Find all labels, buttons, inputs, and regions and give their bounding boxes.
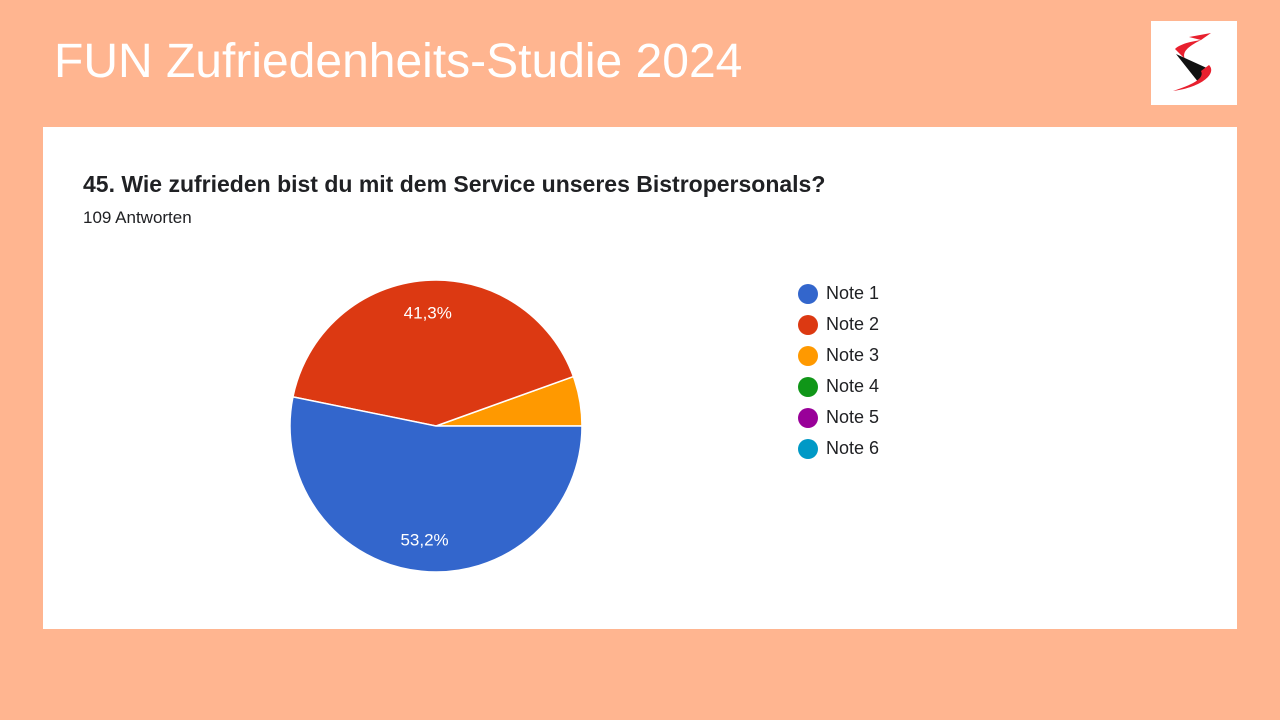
response-count: 109 Antworten — [83, 208, 192, 227]
legend-swatch — [798, 283, 818, 304]
legend-item: Note 4 — [798, 371, 879, 402]
legend-label: Note 2 — [826, 314, 880, 334]
chart-legend: Note 1 Note 2 Note 3 Note 4 Note 5 Note 6 — [798, 278, 879, 464]
legend-label: Note 4 — [826, 376, 880, 396]
legend-item: Note 3 — [798, 340, 879, 371]
pie-slice-note-2 — [292, 279, 575, 427]
slide-title: FUN Zufriedenheits-Studie 2024 — [54, 35, 743, 88]
legend-label: Note 1 — [826, 283, 880, 303]
legend-item: Note 2 — [798, 309, 879, 340]
question-title: 45. Wie zufrieden bist du mit dem Servic… — [83, 171, 826, 197]
brand-s-logo-icon — [1173, 33, 1212, 91]
legend-label: Note 6 — [826, 438, 880, 458]
pie-slice-note-1 — [289, 395, 583, 573]
legend-swatch — [798, 345, 818, 366]
legend-swatch — [798, 376, 818, 397]
legend-swatch — [798, 314, 818, 335]
legend-swatch — [798, 407, 818, 428]
legend-item: Note 5 — [798, 402, 879, 433]
legend-label: Note 3 — [826, 345, 880, 365]
brand-logo — [1151, 21, 1237, 105]
legend-item: Note 6 — [798, 433, 879, 464]
legend-item: Note 1 — [798, 278, 879, 309]
legend-label: Note 5 — [826, 407, 880, 427]
data-label-note-1: 53,2% — [400, 530, 448, 549]
legend-swatch — [798, 438, 818, 459]
data-label-note-2: 41,3% — [404, 303, 452, 322]
chart-card: 45. Wie zufrieden bist du mit dem Servic… — [43, 127, 1237, 629]
pie-chart: 41,3% 53,2% — [289, 279, 583, 573]
